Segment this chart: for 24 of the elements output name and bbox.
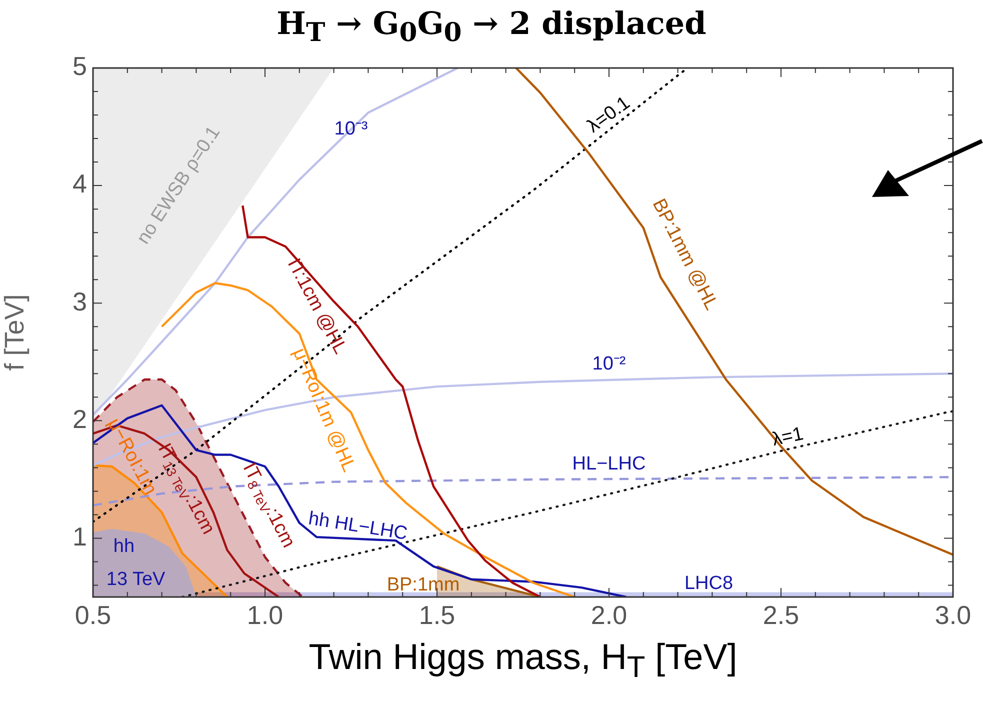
y-tick-label: 2 — [72, 404, 87, 434]
annotation: λ=1 — [770, 423, 806, 450]
y-tick-label: 3 — [72, 286, 87, 316]
annotation: HL−LHC — [572, 453, 646, 474]
annotation: 10⁻³ — [334, 118, 368, 140]
annotation: BP:1mm — [386, 574, 460, 596]
x-tick-label: 1.5 — [418, 600, 456, 630]
x-tick-label: 1.0 — [246, 600, 284, 630]
y-axis-title: f [TeV] — [0, 294, 30, 371]
x-tick-label: 2.5 — [762, 600, 800, 630]
chart-title: H$_{T}$ → G$_{0}$G$_{0}$ → 2 displaced — [276, 6, 708, 48]
x-axis-title: Twin Higgs mass, H$_{T}$ [TeV] — [308, 636, 738, 686]
y-tick-label: 4 — [72, 168, 87, 199]
x-tick-label: 3.0 — [934, 600, 972, 630]
annotation: hh — [113, 536, 135, 557]
annotation: LHC8 — [684, 573, 734, 594]
x-tick-label: 0.5 — [74, 600, 112, 630]
annotation: IT8 TeV:1cm — [238, 460, 299, 552]
annotation: 10⁻² — [592, 353, 626, 374]
x-tick-label: 2.0 — [590, 600, 628, 630]
y-tick-label: 1 — [72, 521, 87, 552]
annotation: 13 TeV — [106, 568, 166, 590]
annotation: hh HL−LHC — [306, 508, 409, 545]
y-tick-label: 5 — [72, 51, 87, 82]
